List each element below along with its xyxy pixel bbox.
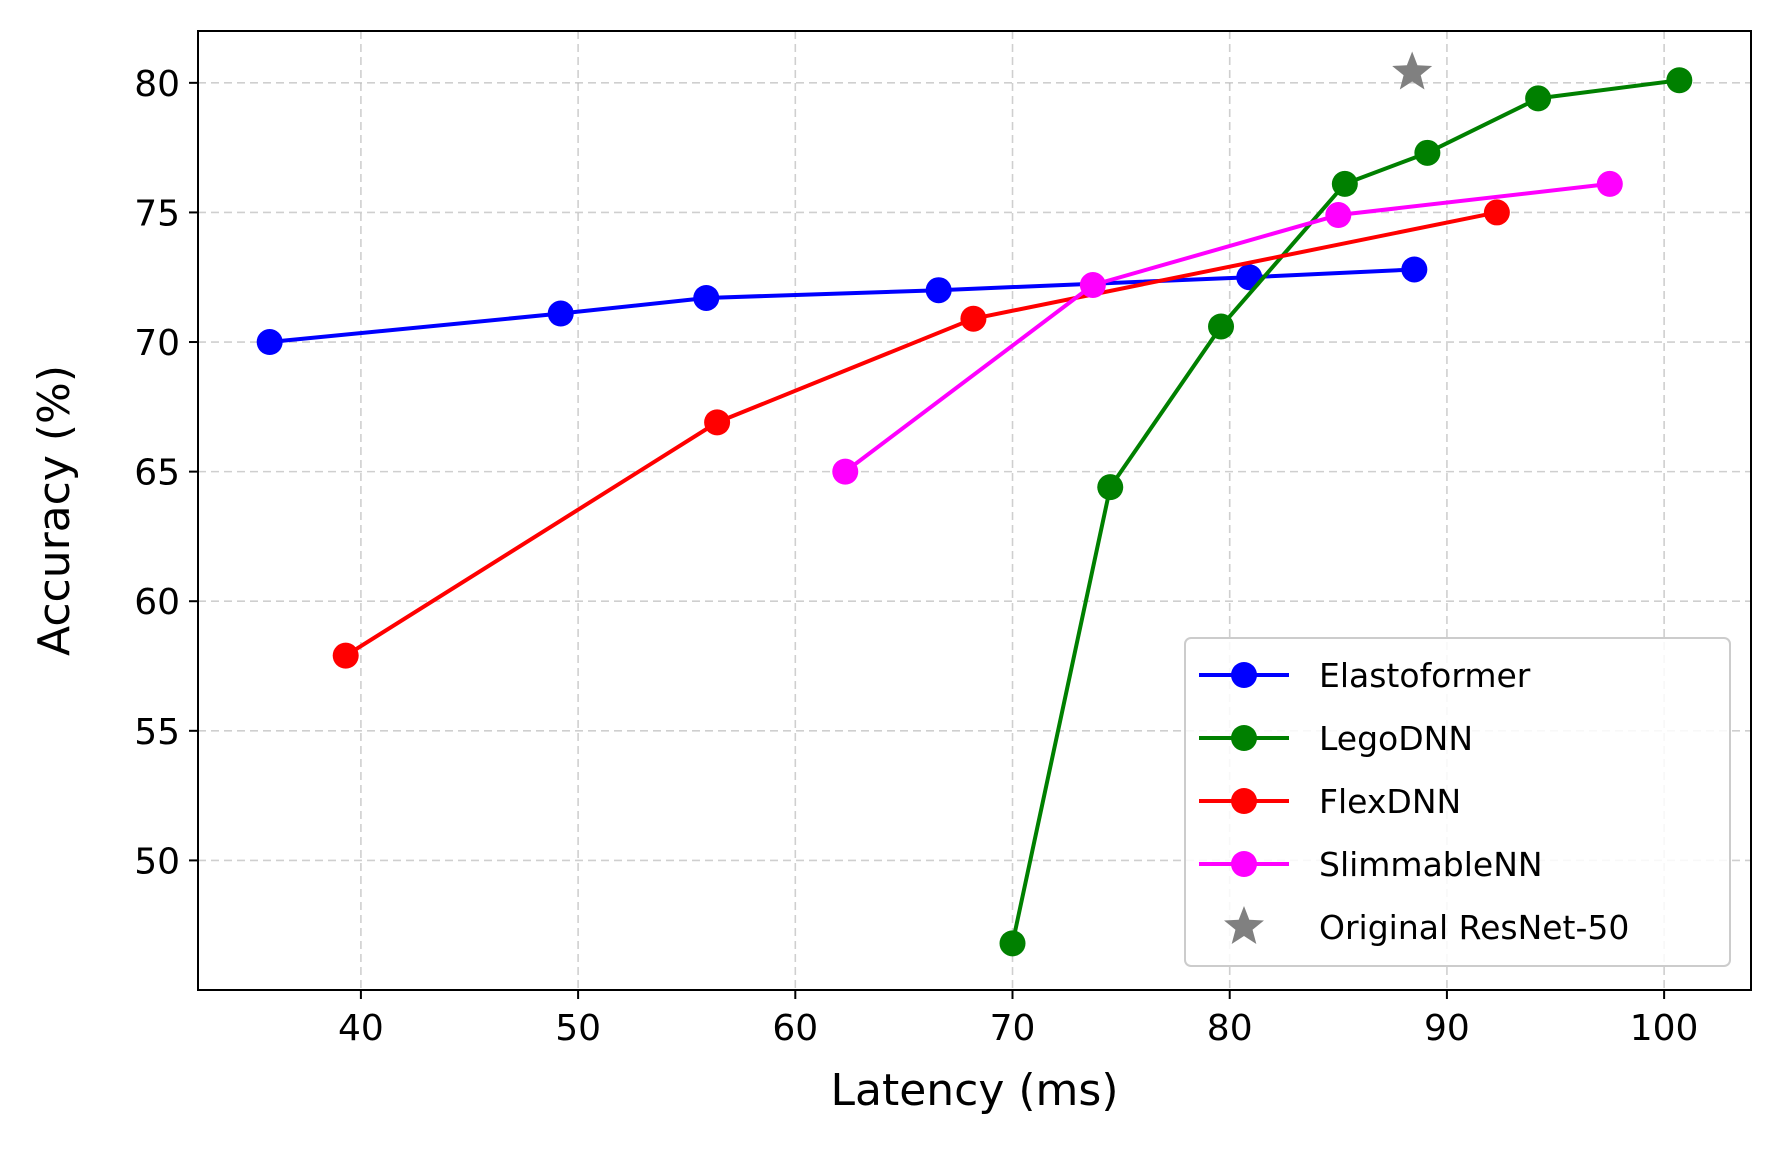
- axes: 40 50 60 70 80 90 100 50 55 60 65 70 75 80: [134, 30, 1752, 1049]
- legend-label: FlexDNN: [1319, 782, 1461, 821]
- y-tick-label: 55: [134, 712, 180, 753]
- data-point: [960, 305, 987, 332]
- series-layer: [256, 51, 1693, 957]
- legend-label: LegoDNN: [1319, 719, 1473, 758]
- legend-marker: [1231, 788, 1257, 814]
- legend-item: Elastoformer: [1199, 656, 1531, 695]
- legend-marker: [1231, 662, 1257, 688]
- data-point: [332, 642, 359, 669]
- data-point: [256, 329, 283, 356]
- data-point: [1414, 139, 1441, 166]
- data-point: [999, 930, 1026, 957]
- data-point: [1331, 170, 1358, 197]
- data-point: [1666, 67, 1693, 94]
- data-point: [704, 409, 731, 436]
- legend-marker: [1231, 851, 1257, 877]
- series-elastoformer: [256, 256, 1428, 356]
- legend-label: Original ResNet-50: [1319, 908, 1629, 947]
- series-legodnn: [999, 67, 1693, 957]
- data-point: [547, 300, 574, 327]
- series-original-resnet-50: [1392, 51, 1433, 90]
- data-point: [925, 277, 952, 304]
- legend-marker: [1231, 725, 1257, 751]
- x-tick-label: 50: [555, 1008, 601, 1049]
- legend-box: [1184, 637, 1731, 967]
- plot-frame: [197, 30, 1752, 991]
- legend: Elastoformer LegoDNN FlexDNN SlimmableNN Ori…: [1184, 637, 1731, 967]
- y-tick-label: 50: [134, 841, 180, 882]
- y-tick-label: 80: [134, 64, 180, 105]
- x-tick-label: 100: [1630, 1008, 1699, 1049]
- data-point: [693, 284, 720, 311]
- series-line: [269, 267, 1415, 345]
- data-point: [1596, 170, 1623, 197]
- y-tick-label: 70: [134, 323, 180, 364]
- x-tick-label: 60: [772, 1008, 818, 1049]
- x-axis-label: Latency (ms): [830, 1065, 1118, 1116]
- data-point: [1525, 85, 1552, 112]
- legend-label: SlimmableNN: [1319, 845, 1543, 884]
- legend-label: Elastoformer: [1319, 656, 1531, 695]
- x-tick-label: 90: [1424, 1008, 1470, 1049]
- data-point: [1097, 474, 1124, 501]
- data-point: [832, 458, 859, 485]
- x-tick-label: 80: [1207, 1008, 1253, 1049]
- data-point: [1483, 199, 1510, 226]
- legend-item: Original ResNet-50: [1224, 906, 1629, 947]
- y-tick-label: 60: [134, 582, 180, 623]
- series-line: [844, 181, 1611, 474]
- x-tick-label: 40: [338, 1008, 384, 1049]
- legend-star: [1224, 906, 1264, 944]
- y-tick-label: 65: [134, 453, 180, 494]
- legend-item: LegoDNN: [1199, 719, 1473, 758]
- series-slimmablenn: [832, 170, 1623, 485]
- x-tick-label: 70: [990, 1008, 1036, 1049]
- legend-item: SlimmableNN: [1199, 845, 1543, 884]
- data-point-star: [1392, 51, 1433, 90]
- series-line: [344, 210, 1498, 658]
- series-flexdnn: [332, 199, 1510, 669]
- data-point: [1325, 202, 1352, 229]
- legend-item: FlexDNN: [1199, 782, 1461, 821]
- y-tick-label: 75: [134, 193, 180, 234]
- data-point: [1079, 272, 1106, 299]
- data-point: [1208, 313, 1235, 340]
- data-point: [1401, 256, 1428, 283]
- y-axis-label: Accuracy (%): [29, 365, 80, 656]
